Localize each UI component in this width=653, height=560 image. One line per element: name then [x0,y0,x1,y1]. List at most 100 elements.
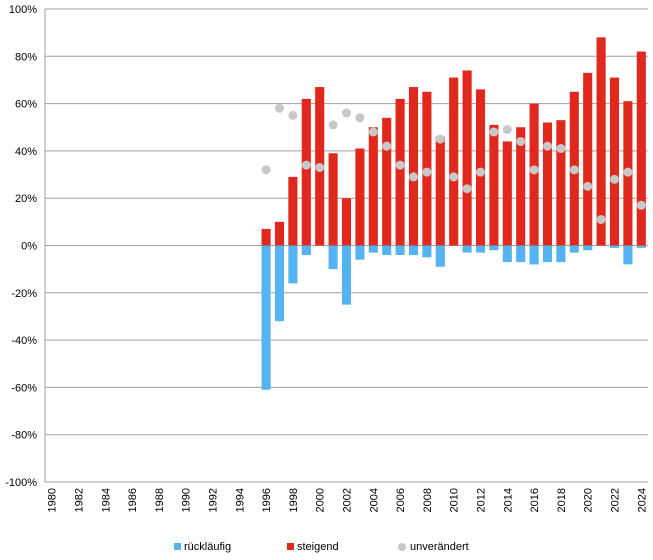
bar-steigend [516,127,526,246]
point-unver [556,144,566,154]
legend: rückläufig steigend unverändert [174,541,469,553]
bar-steigend [502,141,512,246]
bar-rueckl [274,245,285,322]
bar-steigend [261,228,271,246]
point-unver [596,214,606,224]
x-tick-label: 2012 [476,488,488,512]
bar-rueckl [489,245,499,251]
point-unver [288,110,298,120]
bar-rueckl [408,245,419,255]
bar-rueckl [288,245,298,284]
x-tick-label: 2014 [502,488,514,512]
point-unver [301,160,311,170]
bar-rueckl [569,245,579,253]
point-unver [395,160,405,170]
point-unver [342,108,351,118]
bar-rueckl [475,245,486,253]
point-unver [529,165,539,175]
bar-rueckl [609,245,620,248]
point-unver [261,165,271,175]
bar-steigend [609,77,620,246]
bar-rueckl [328,245,338,270]
point-unver [516,136,526,146]
bar-steigend [328,153,338,246]
legend-label-steigend: steigend [297,541,339,553]
point-unver [543,141,552,151]
point-unver [409,172,418,182]
bar-steigend [475,89,486,246]
bar-steigend [368,127,378,246]
bar-steigend [542,122,553,246]
legend-swatch-unver [398,543,406,551]
x-tick-label: 2010 [449,488,461,512]
bar-rueckl [462,245,472,253]
bar-rueckl [301,245,311,255]
x-tick-label: 1994 [234,488,246,512]
point-unver [462,184,472,194]
legend-label-unver: unverändert [410,541,469,553]
y-tick-label: 100% [9,4,37,16]
bar-steigend [583,72,593,246]
bar-steigend [341,198,352,246]
point-unver [435,134,445,144]
point-unver [275,103,284,113]
point-unver [382,141,392,151]
point-unver [449,172,459,182]
bar-rueckl [435,245,445,267]
bar-steigend [301,98,311,246]
bar-steigend [395,98,405,246]
bar-steigend [382,117,392,246]
bar-steigend [636,51,646,246]
x-tick-label: 1990 [181,488,193,512]
point-unver [355,113,365,123]
x-tick-label: 2004 [368,488,380,512]
x-tick-label: 1998 [288,488,300,512]
bar-steigend [274,221,285,246]
bar-steigend [596,37,606,246]
x-tick-label: 1984 [100,488,112,512]
x-tick-label: 1980 [47,488,59,512]
bar-steigend [462,70,472,246]
points [261,103,646,224]
bars [261,37,646,390]
y-tick-label: -60% [11,382,37,394]
x-axis-tick-labels: 1980 1982 1984 1986 1988 1990 1992 1994 1996 1998… [47,488,649,512]
x-tick-label: 1988 [154,488,166,512]
legend-swatch-steigend [287,543,294,550]
bar-rueckl [556,245,566,263]
x-tick-label: 2006 [395,488,407,512]
legend-swatch-rueckl [174,543,181,550]
point-unver [368,127,378,137]
bar-rueckl [395,245,405,255]
bar-rueckl [502,245,512,263]
bar-rueckl [542,245,553,263]
point-unver [636,200,646,210]
bar-steigend [529,103,539,246]
y-tick-label: 20% [15,193,37,205]
bar-rueckl [636,245,646,248]
x-tick-label: 2024 [636,488,648,512]
bar-steigend [355,148,365,246]
point-unver [610,174,619,184]
point-unver [623,167,633,177]
point-unver [476,167,485,177]
bar-steigend [408,87,419,246]
bar-steigend [449,77,459,246]
point-unver [315,162,325,172]
y-tick-label: -20% [11,288,37,300]
x-tick-label: 1996 [261,488,273,512]
x-tick-label: 2002 [342,488,354,512]
bar-rueckl [261,245,271,390]
y-tick-label: -80% [11,430,37,442]
x-tick-label: 1992 [208,488,220,512]
point-unver [502,125,512,135]
bar-rueckl [341,245,352,305]
y-tick-label: 40% [15,146,37,158]
point-unver [569,165,579,175]
point-unver [583,181,593,191]
legend-label-rueckl: rückläufig [184,541,231,553]
point-unver [328,120,338,130]
y-tick-label: 60% [15,99,37,111]
x-tick-label: 2018 [556,488,568,512]
